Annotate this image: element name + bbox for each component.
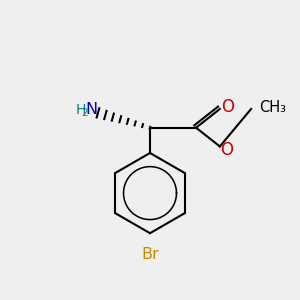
Text: CH₃: CH₃	[260, 100, 286, 115]
Text: 2: 2	[81, 108, 88, 118]
Text: Br: Br	[141, 247, 159, 262]
Text: N: N	[85, 102, 98, 117]
Text: O: O	[221, 98, 234, 116]
Text: O: O	[220, 141, 233, 159]
Text: H: H	[76, 103, 86, 117]
